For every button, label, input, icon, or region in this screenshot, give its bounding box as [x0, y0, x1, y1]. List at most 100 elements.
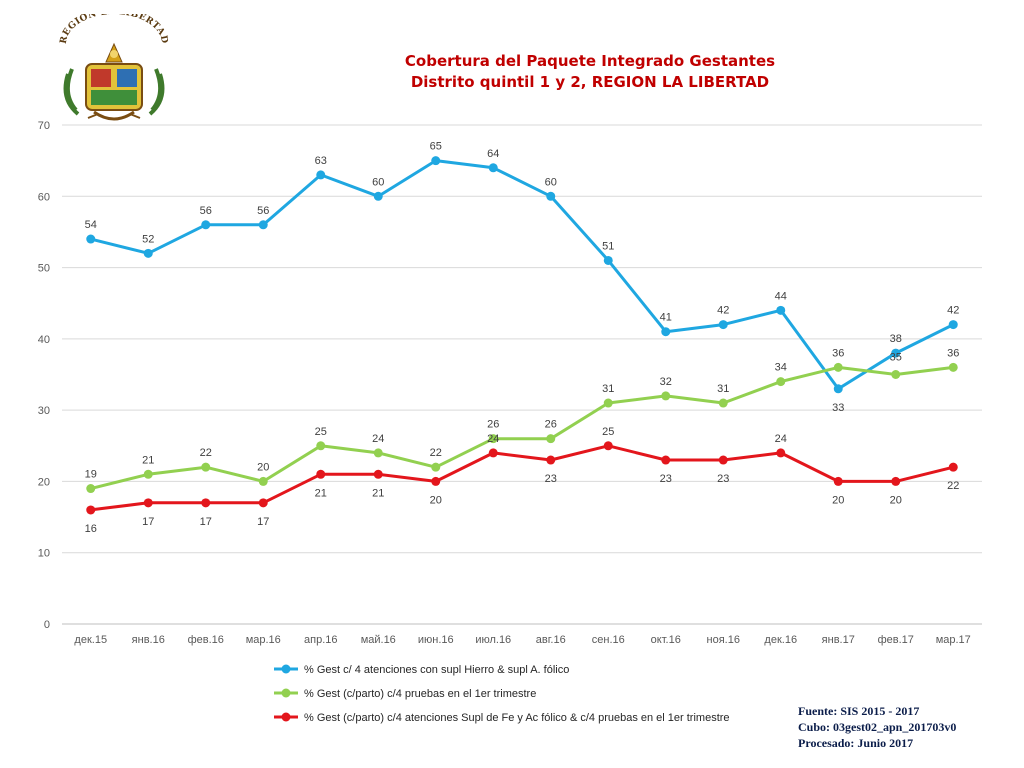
data-label: 21 [142, 454, 154, 466]
x-tick-label: апр.16 [304, 634, 337, 646]
data-label: 52 [142, 233, 154, 245]
x-tick-label: июл.16 [475, 634, 511, 646]
data-point [948, 320, 958, 330]
data-point [201, 220, 211, 230]
data-label: 36 [947, 347, 959, 359]
data-point [431, 462, 441, 472]
data-point [143, 248, 153, 258]
data-point [948, 362, 958, 372]
data-label: 44 [775, 290, 787, 302]
data-point [718, 320, 728, 330]
data-point [661, 455, 671, 465]
data-point [201, 462, 211, 472]
data-label: 36 [832, 347, 844, 359]
data-point [546, 434, 556, 444]
data-point [718, 398, 728, 408]
data-label: 65 [430, 141, 442, 153]
x-tick-label: окт.16 [651, 634, 681, 646]
data-label: 19 [85, 469, 97, 481]
y-tick-label: 10 [38, 548, 50, 560]
data-point [373, 448, 383, 458]
data-label: 26 [545, 419, 557, 431]
data-point [143, 469, 153, 479]
data-point [86, 484, 96, 494]
data-point [546, 191, 556, 201]
data-label: 17 [200, 516, 212, 528]
data-point [776, 377, 786, 387]
data-point [603, 441, 613, 451]
data-label: 63 [315, 155, 327, 167]
data-label: 24 [372, 433, 384, 445]
data-point [661, 391, 671, 401]
data-label: 31 [602, 383, 614, 395]
data-label: 26 [487, 419, 499, 431]
data-label: 64 [487, 148, 499, 160]
data-label: 24 [487, 433, 499, 445]
data-point [718, 455, 728, 465]
data-label: 54 [85, 219, 97, 231]
data-point [776, 305, 786, 315]
legend-marker [281, 688, 291, 698]
x-tick-label: фев.16 [188, 634, 224, 646]
y-tick-label: 0 [44, 619, 50, 631]
data-label: 23 [545, 473, 557, 485]
data-point [373, 191, 383, 201]
data-label: 21 [372, 487, 384, 499]
data-label: 35 [890, 352, 902, 364]
data-point [258, 220, 268, 230]
data-point [603, 398, 613, 408]
data-label: 25 [602, 426, 614, 438]
data-point [546, 455, 556, 465]
data-point [488, 448, 498, 458]
data-label: 41 [660, 312, 672, 324]
data-label: 21 [315, 487, 327, 499]
region-coat-of-arms-logo: REGIÓN LA LIBERTAD [58, 7, 170, 132]
x-tick-label: сен.16 [592, 634, 625, 646]
legend-entry: % Gest (c/parto) c/4 atenciones Supl de … [304, 712, 730, 724]
data-label: 60 [545, 176, 557, 188]
y-tick-label: 60 [38, 191, 50, 203]
data-point [891, 348, 901, 358]
data-point [891, 370, 901, 379]
data-label: 51 [602, 240, 614, 252]
y-tick-label: 20 [38, 476, 50, 488]
data-label: 16 [85, 523, 97, 535]
data-point [373, 469, 383, 479]
data-label: 17 [142, 516, 154, 528]
x-tick-label: июн.16 [418, 634, 454, 646]
chart-title: Cobertura del Paquete Integrado Gestante… [404, 52, 776, 70]
data-point [316, 469, 326, 479]
data-label: 38 [890, 333, 902, 345]
y-tick-label: 30 [38, 405, 50, 417]
series-line [90, 159, 954, 391]
x-tick-label: дек.15 [74, 634, 107, 646]
data-label: 22 [200, 447, 212, 459]
data-point [316, 441, 326, 451]
x-tick-label: мар.17 [936, 634, 971, 646]
series-line [90, 444, 954, 512]
data-point [488, 163, 498, 173]
data-label: 22 [430, 447, 442, 459]
x-tick-label: май.16 [361, 634, 396, 646]
data-point [833, 384, 843, 394]
data-label: 20 [257, 461, 269, 473]
data-label: 56 [200, 205, 212, 217]
data-point [431, 156, 441, 166]
data-label: 20 [832, 494, 844, 506]
data-point [603, 255, 613, 265]
legend-marker [281, 664, 291, 674]
data-label: 42 [717, 305, 729, 317]
x-tick-label: ноя.16 [707, 634, 740, 646]
data-label: 33 [832, 402, 844, 414]
data-label: 23 [660, 473, 672, 485]
data-label: 32 [660, 376, 672, 388]
data-point [258, 498, 268, 508]
data-point [833, 476, 843, 486]
data-point [833, 362, 843, 372]
data-point [86, 234, 96, 244]
data-label: 34 [775, 362, 787, 374]
data-label: 24 [775, 433, 787, 445]
data-point [891, 476, 901, 486]
data-label: 20 [430, 494, 442, 506]
